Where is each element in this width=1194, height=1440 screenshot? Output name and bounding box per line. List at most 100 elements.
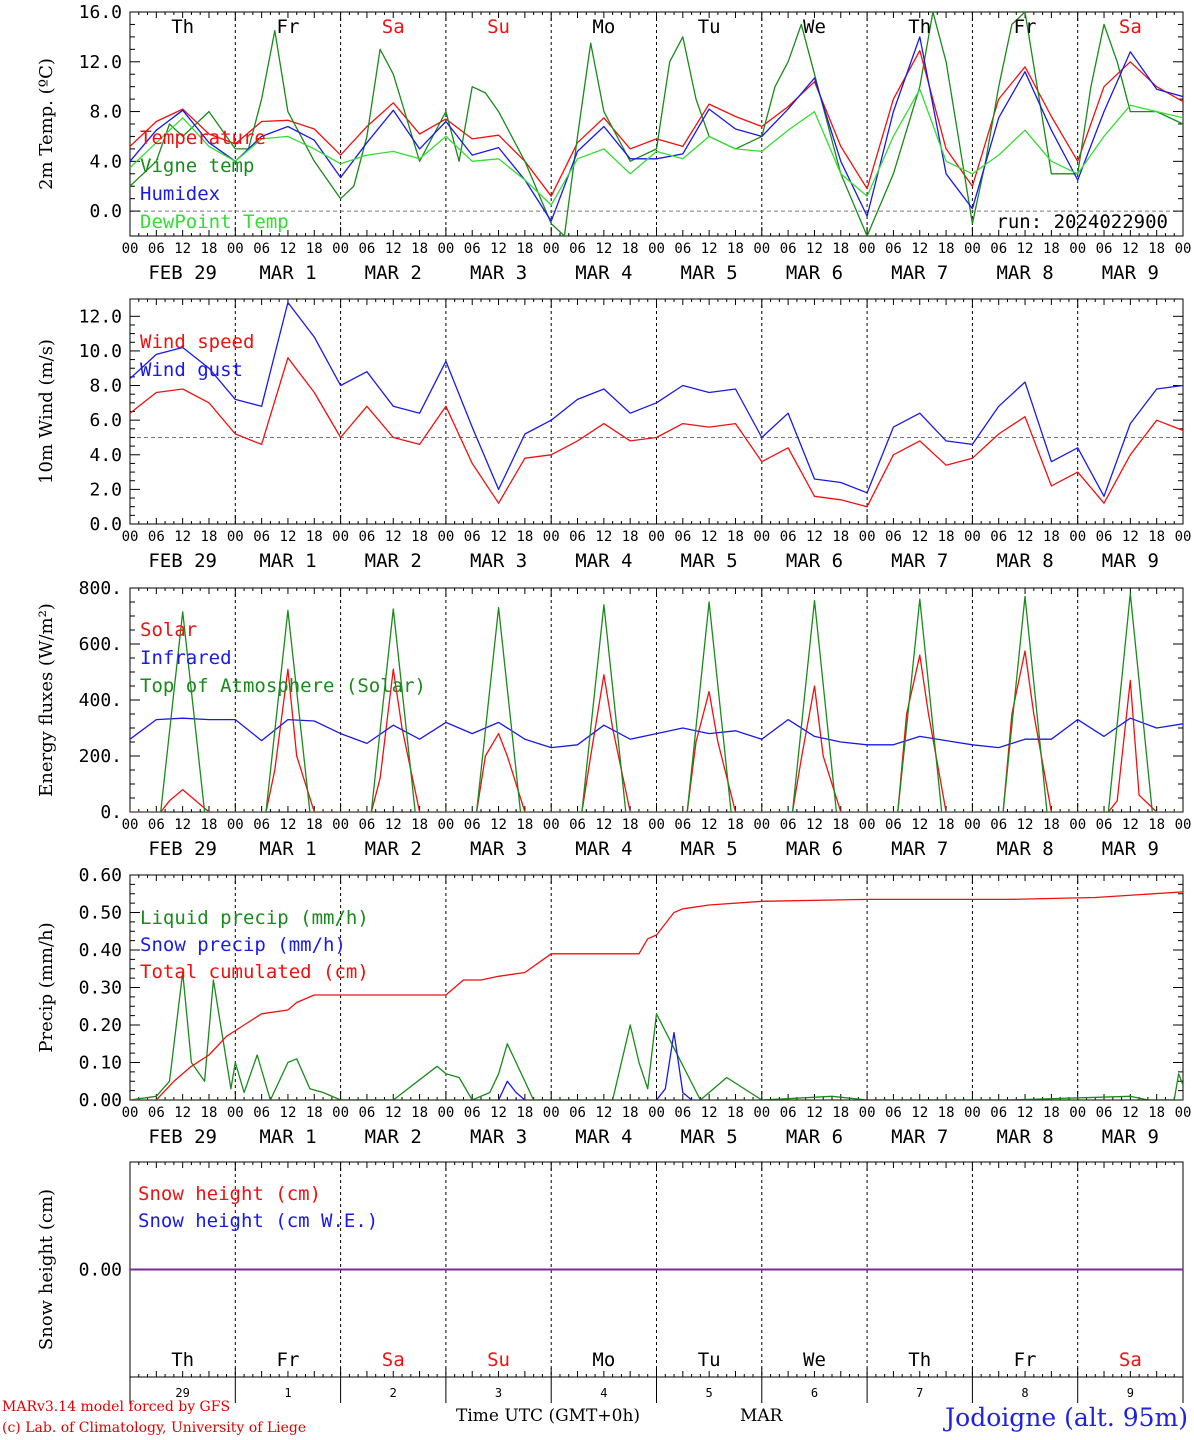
hour-tick-label: 06: [990, 529, 1007, 545]
series-line-4: [130, 88, 1183, 206]
hour-tick-label: 00: [332, 241, 349, 257]
y-tick-label: 0.60: [79, 865, 122, 886]
hour-tick-label: 18: [1043, 1105, 1060, 1121]
hour-tick-label: 00: [122, 529, 139, 545]
lab-credit: (c) Lab. of Climatology, University of L…: [2, 1420, 307, 1436]
hour-tick-label: 06: [253, 241, 270, 257]
y-tick-label: 0.: [100, 802, 122, 823]
hour-tick-label: 12: [701, 817, 718, 833]
hour-tick-label: 00: [859, 1105, 876, 1121]
hour-tick-label: 06: [674, 1105, 691, 1121]
hour-tick-label: 00: [227, 241, 244, 257]
y-tick-label: 0.40: [79, 940, 122, 961]
hour-tick-label: 18: [832, 529, 849, 545]
y-tick-label: 0.00: [79, 1260, 122, 1281]
hour-tick-label: 12: [490, 1105, 507, 1121]
weekday-label: Tu: [698, 1349, 721, 1371]
hour-tick-label: 18: [1043, 529, 1060, 545]
hour-tick-label: 12: [701, 241, 718, 257]
y-tick-label: 12.0: [79, 306, 122, 327]
y-tick-label: 0.00: [79, 1090, 122, 1111]
y-tick-label: 10.0: [79, 341, 122, 362]
day-number-label: 2: [390, 1386, 397, 1400]
hour-tick-label: 00: [227, 529, 244, 545]
date-label: MAR 8: [996, 838, 1053, 860]
series-line-2: [130, 717, 1183, 749]
day-number-label: 29: [175, 1386, 189, 1400]
hour-tick-label: 12: [806, 529, 823, 545]
hour-tick-label: 06: [780, 529, 797, 545]
series-line-1: [130, 49, 1183, 197]
y-tick-label: 0.0: [89, 514, 122, 535]
y-tick-label: 4.0: [89, 445, 122, 466]
hour-tick-label: 06: [148, 241, 165, 257]
date-label: MAR 2: [365, 1126, 422, 1148]
hour-tick-label: 00: [122, 241, 139, 257]
chart-panel-4: 0.00 0.10 0.20 0.30 0.40 0.50 0.60 Precip (mm/h…: [36, 865, 1191, 1148]
hour-tick-label: 18: [411, 817, 428, 833]
hour-tick-label: 18: [938, 817, 955, 833]
hour-tick-label: 06: [253, 529, 270, 545]
hour-tick-label: 12: [1017, 529, 1034, 545]
hour-tick-label: 00: [964, 817, 981, 833]
series-line-2: [130, 1031, 1183, 1100]
date-label: MAR 5: [681, 550, 738, 572]
hour-tick-label: 06: [990, 817, 1007, 833]
date-label: MAR 3: [470, 1126, 527, 1148]
date-label: MAR 2: [365, 262, 422, 284]
legend-entry: Wind speed: [140, 331, 254, 353]
hour-tick-label: 12: [1122, 529, 1139, 545]
legend-entry: Total cumulated (cm): [140, 961, 369, 983]
hour-tick-label: 00: [227, 817, 244, 833]
weekday-label: Tu: [698, 16, 721, 38]
hour-tick-label: 12: [1017, 241, 1034, 257]
hour-tick-label: 00: [859, 529, 876, 545]
hour-tick-label: 12: [911, 817, 928, 833]
plot-frame: [129, 587, 1184, 813]
hour-tick-label: 12: [595, 817, 612, 833]
hour-tick-label: 00: [437, 241, 454, 257]
y-tick-label: 0.30: [79, 978, 122, 999]
legend-entry: Infrared: [140, 647, 232, 669]
model-credit: MARv3.14 model forced by GFS: [2, 1399, 231, 1415]
hour-tick-label: 06: [885, 529, 902, 545]
station-title: Jodoigne (alt. 95m): [945, 1403, 1188, 1432]
series-group: [130, 301, 1183, 508]
series-line-3: [130, 592, 1183, 812]
hour-tick-label: 06: [148, 817, 165, 833]
date-label: MAR 4: [575, 550, 632, 572]
hour-tick-label: 06: [464, 817, 481, 833]
date-label: MAR 3: [470, 838, 527, 860]
hour-tick-label: 06: [464, 529, 481, 545]
date-label: MAR 9: [1102, 550, 1159, 572]
hour-tick-label: 06: [358, 1105, 375, 1121]
hour-tick-label: 00: [1175, 1105, 1192, 1121]
day-number-label: 9: [1127, 1386, 1134, 1400]
hour-tick-label: 18: [1148, 817, 1165, 833]
hour-tick-label: 00: [332, 817, 349, 833]
hour-tick-label: 12: [490, 529, 507, 545]
hour-tick-label: 18: [832, 817, 849, 833]
series-line-2: [130, 301, 1183, 497]
y-tick-label: 8.0: [89, 102, 122, 123]
hour-tick-label: 00: [122, 1105, 139, 1121]
hour-tick-label: 00: [964, 241, 981, 257]
y-tick-label: 0.0: [89, 201, 122, 222]
hour-tick-label: 12: [595, 1105, 612, 1121]
date-label: FEB 29: [148, 1126, 217, 1148]
legend-entry: Solar: [140, 619, 197, 641]
weekday-label: Th: [908, 1349, 931, 1371]
hour-tick-label: 00: [543, 529, 560, 545]
hour-tick-label: 18: [516, 241, 533, 257]
date-label: MAR 5: [681, 1126, 738, 1148]
weekday-label: Fr: [277, 1349, 300, 1371]
hour-tick-label: 12: [174, 817, 191, 833]
hour-tick-label: 12: [1122, 241, 1139, 257]
hour-tick-label: 12: [1122, 817, 1139, 833]
hour-tick-label: 12: [280, 817, 297, 833]
date-label: MAR 1: [259, 262, 316, 284]
hour-tick-label: 12: [1017, 817, 1034, 833]
hour-tick-label: 18: [832, 241, 849, 257]
series-line-3: [130, 36, 1183, 222]
date-label: MAR 6: [786, 550, 843, 572]
